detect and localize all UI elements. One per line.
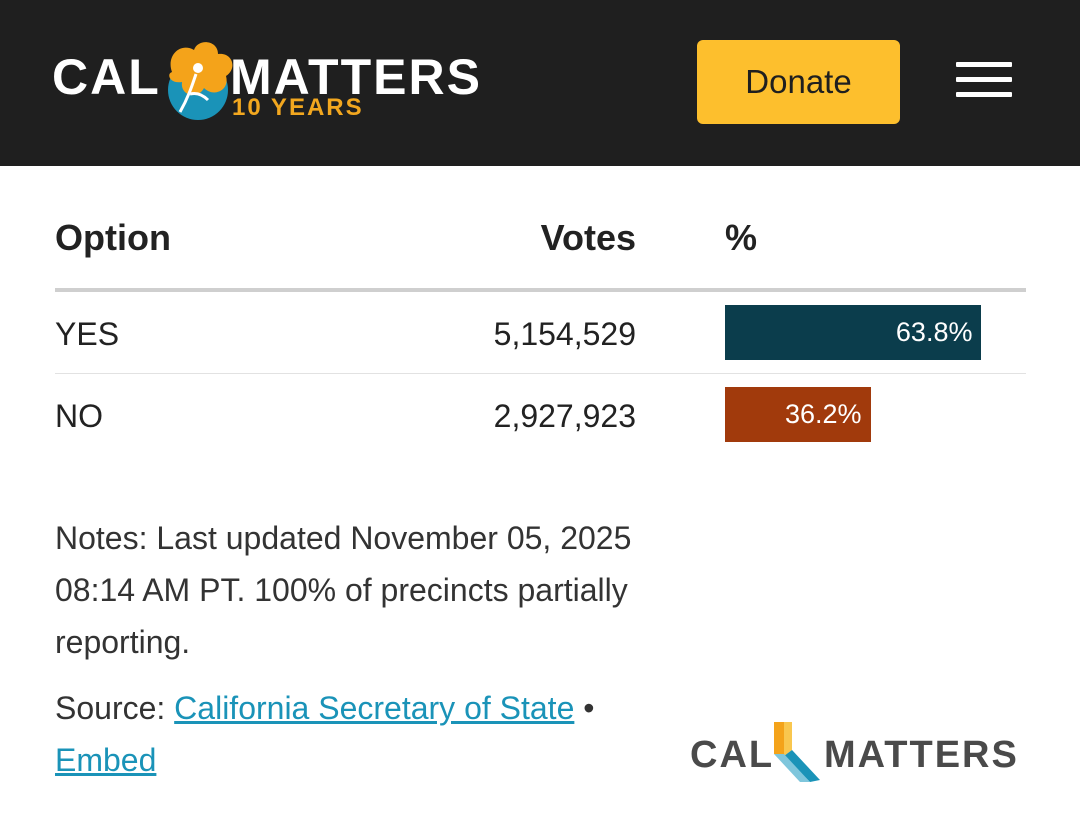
- percent-bar: 63.8%: [725, 305, 982, 360]
- table-row: NO 2,927,923 36.2%: [55, 374, 1026, 455]
- source-separator: •: [574, 690, 595, 726]
- hamburger-menu-icon[interactable]: [956, 62, 1012, 98]
- option-label: YES: [55, 316, 120, 352]
- logo-word-matters: MATTERS: [230, 49, 482, 105]
- vote-count: 2,927,923: [493, 398, 636, 434]
- percent-bar: 36.2%: [725, 387, 871, 442]
- menu-bar: [956, 77, 1012, 82]
- column-header-percent: %: [725, 217, 758, 258]
- site-header: CAL MATTERS 10 YEARS Donate: [0, 0, 1080, 166]
- source-link[interactable]: California Secretary of State: [174, 690, 575, 726]
- percent-bar-track: 36.2%: [725, 387, 1080, 442]
- vote-count: 5,154,529: [493, 316, 636, 352]
- donate-button[interactable]: Donate: [697, 40, 900, 124]
- poppy-emblem-icon: [168, 42, 233, 120]
- option-label: NO: [55, 398, 103, 434]
- calmatters-10-years-logo[interactable]: CAL MATTERS 10 YEARS: [52, 38, 492, 128]
- california-mark-icon: [774, 722, 820, 782]
- column-header-votes: Votes: [540, 217, 636, 258]
- source-line: Source: California Secretary of State • …: [55, 682, 675, 786]
- logo-tagline: 10 YEARS: [232, 94, 364, 121]
- footer-logo-word-cal: CAL: [690, 734, 775, 776]
- menu-bar: [956, 62, 1012, 67]
- results-notes: Notes: Last updated November 05, 2025 08…: [55, 520, 632, 660]
- footer-logo-word-matters: MATTERS: [824, 734, 1019, 776]
- calmatters-footer-logo[interactable]: CAL MATTERS: [690, 720, 1030, 784]
- menu-bar: [956, 92, 1012, 97]
- table-row: YES 5,154,529 63.8%: [55, 292, 1026, 374]
- column-header-option: Option: [55, 217, 171, 258]
- logo-word-cal: CAL: [52, 49, 161, 105]
- header-divider: [55, 288, 1026, 292]
- embed-link[interactable]: Embed: [55, 742, 157, 778]
- percent-bar-track: 63.8%: [725, 305, 1080, 360]
- source-prefix: Source:: [55, 690, 175, 726]
